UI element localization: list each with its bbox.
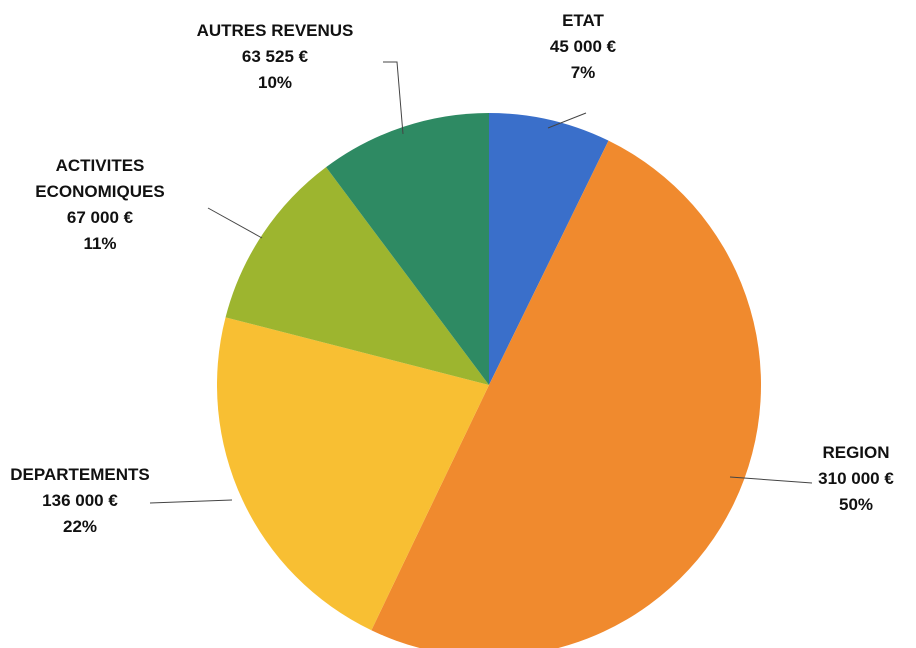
share-label: 7% [570,63,596,82]
slice-label: REGION 310 000 € 50% [786,440,916,518]
value-label: 67 000 € [66,208,134,227]
leader-line [207,207,263,239]
share-label: 10% [257,73,293,92]
leader-lines [149,61,813,504]
share-label: 11% [83,234,117,253]
pie-slice [326,113,489,385]
slice-label: AUTRES REVENUS 63 525 € 10% [165,18,385,96]
pie-slice [489,113,609,385]
leader-line [547,112,587,129]
pie [216,113,762,648]
category-label: DEPARTEMENTS [10,465,150,484]
category-label: ACTIVITES ECONOMIQUES [35,156,165,201]
leader-line [149,499,233,504]
category-label: ETAT [562,11,604,30]
slice-label: ETAT 45 000 € 7% [513,8,653,86]
pie-slice [225,167,490,385]
value-label: 136 000 € [42,491,118,510]
share-label: 50% [838,495,874,514]
value-label: 63 525 € [241,47,309,66]
slice-label: ACTIVITES ECONOMIQUES 67 000 € 11% [20,153,180,257]
value-label: 310 000 € [818,469,894,488]
pie-slice [371,140,762,648]
pie-slice [216,317,489,631]
value-label: 45 000 € [549,37,617,56]
category-label: AUTRES REVENUS [196,21,354,40]
leader-line [729,476,813,484]
category-label: REGION [822,443,890,462]
leader-line [383,61,404,135]
share-label: 22% [62,517,98,536]
slice-label: DEPARTEMENTS 136 000 € 22% [0,462,170,540]
